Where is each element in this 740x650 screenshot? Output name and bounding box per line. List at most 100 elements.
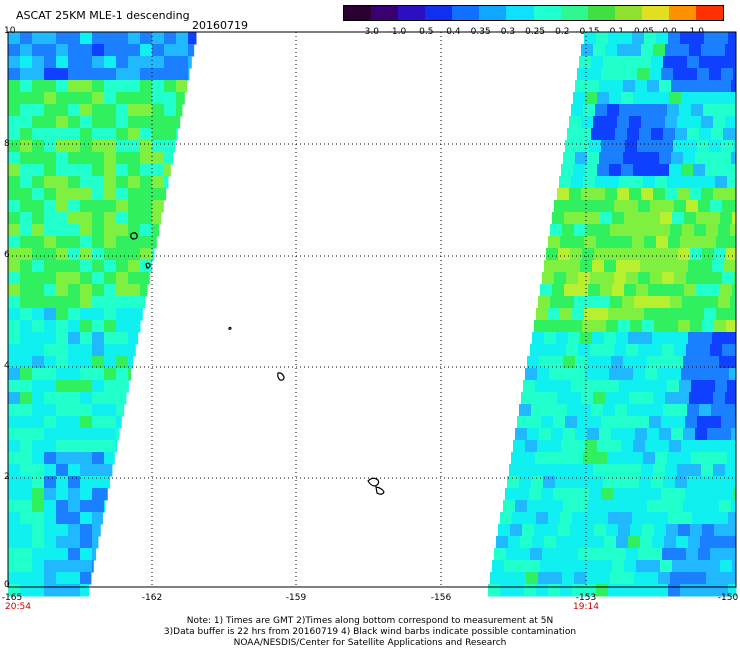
swath-pixel	[80, 236, 93, 249]
swath-pixel	[632, 308, 645, 321]
swath-pixel	[32, 368, 45, 381]
swath-pixel	[56, 104, 69, 117]
swath-pixel	[672, 284, 685, 297]
swath-pixel	[564, 284, 577, 297]
swath-pixel	[617, 188, 630, 201]
swath-pixel	[622, 296, 635, 309]
swath-pixel	[591, 404, 604, 417]
swath-pixel	[582, 248, 595, 261]
swath-pixel	[695, 356, 708, 369]
swath-pixel	[525, 440, 538, 453]
swath-pixel	[640, 260, 653, 273]
swath-pixel	[32, 512, 45, 525]
swath-pixel	[8, 104, 21, 117]
swath-pixel	[543, 404, 556, 417]
swath-pixel	[616, 332, 629, 345]
swath-pixel	[620, 308, 633, 321]
swath-pixel	[68, 524, 81, 537]
swath-pixel	[512, 512, 525, 525]
swath-pixel	[708, 560, 721, 573]
swath-pixel	[680, 32, 693, 45]
swath-pixel	[726, 248, 737, 261]
swath-pixel	[8, 404, 21, 417]
swath-pixel	[703, 104, 716, 117]
swath-pixel	[44, 296, 57, 309]
swath-pixel	[104, 44, 117, 57]
swath-pixel	[518, 548, 531, 561]
swath-pixel	[715, 380, 728, 393]
swath-pixel	[56, 320, 69, 333]
swath-pixel	[8, 272, 21, 285]
swath-pixel	[666, 248, 679, 261]
swath-pixel	[581, 116, 594, 129]
swath-pixel	[32, 248, 45, 261]
swath-pixel	[44, 236, 57, 249]
swath-pixel	[140, 56, 153, 69]
swath-pixel	[494, 548, 507, 561]
swath-pixel	[651, 56, 664, 69]
swath-pixel	[68, 164, 81, 177]
swath-pixel	[681, 368, 694, 381]
swath-pixel	[669, 368, 682, 381]
swath-pixel	[80, 104, 93, 117]
swath-pixel	[620, 512, 633, 525]
swath-pixel	[537, 368, 550, 381]
swath-pixel	[587, 500, 600, 513]
swath-pixel	[8, 116, 21, 129]
swath-pixel	[80, 356, 93, 369]
swath-pixel	[80, 128, 93, 141]
swath-pixel	[617, 116, 630, 129]
swath-pixel	[649, 416, 662, 429]
swath-pixel	[519, 404, 532, 417]
swath-pixel	[676, 536, 689, 549]
swath-pixel	[581, 392, 594, 405]
swath-pixel	[683, 152, 696, 165]
swath-pixel	[671, 152, 684, 165]
swath-pixel	[663, 404, 676, 417]
swath-pixel	[20, 272, 33, 285]
swath-pixel	[675, 56, 688, 69]
colorbar-segment	[452, 6, 480, 20]
swath-pixel	[92, 140, 105, 153]
swath-pixel	[692, 32, 705, 45]
swath-pixel	[116, 140, 129, 153]
swath-pixel	[68, 56, 81, 69]
swath-pixel	[538, 572, 551, 585]
swath-pixel	[673, 416, 686, 429]
swath-pixel	[104, 152, 117, 165]
swath-pixel	[704, 236, 717, 249]
swath-pixel	[579, 404, 592, 417]
swath-pixel	[707, 500, 720, 513]
swath-pixel	[32, 428, 45, 441]
swath-pixel	[691, 452, 704, 465]
swath-pixel	[684, 560, 697, 573]
swath-pixel	[731, 356, 737, 369]
swath-pixel	[68, 224, 81, 237]
swath-pixel	[20, 380, 33, 393]
swath-pixel	[631, 452, 644, 465]
swath-pixel	[116, 236, 129, 249]
swath-pixel	[733, 68, 737, 81]
swath-pixel	[595, 104, 608, 117]
swath-pixel	[140, 128, 153, 141]
swath-pixel	[44, 92, 57, 105]
swath-pixel	[32, 320, 45, 333]
swath-pixel	[152, 32, 165, 45]
swath-pixel	[128, 260, 141, 273]
swath-pixel	[522, 524, 535, 537]
swath-pixel	[514, 572, 527, 585]
swath-pixel	[80, 440, 93, 453]
swath-pixel	[152, 164, 165, 177]
swath-pixel	[567, 476, 580, 489]
swath-pixel	[703, 452, 716, 465]
y-label-6: 6	[4, 250, 10, 260]
swath-pixel	[708, 284, 721, 297]
swath-pixel	[577, 68, 590, 81]
swath-pixel	[8, 320, 21, 333]
swath-pixel	[92, 476, 105, 489]
swath-pixel	[8, 560, 21, 573]
swath-pixel	[557, 464, 570, 477]
swath-pixel	[614, 344, 627, 357]
swath-pixel	[56, 284, 69, 297]
swath-pixel	[614, 548, 627, 561]
